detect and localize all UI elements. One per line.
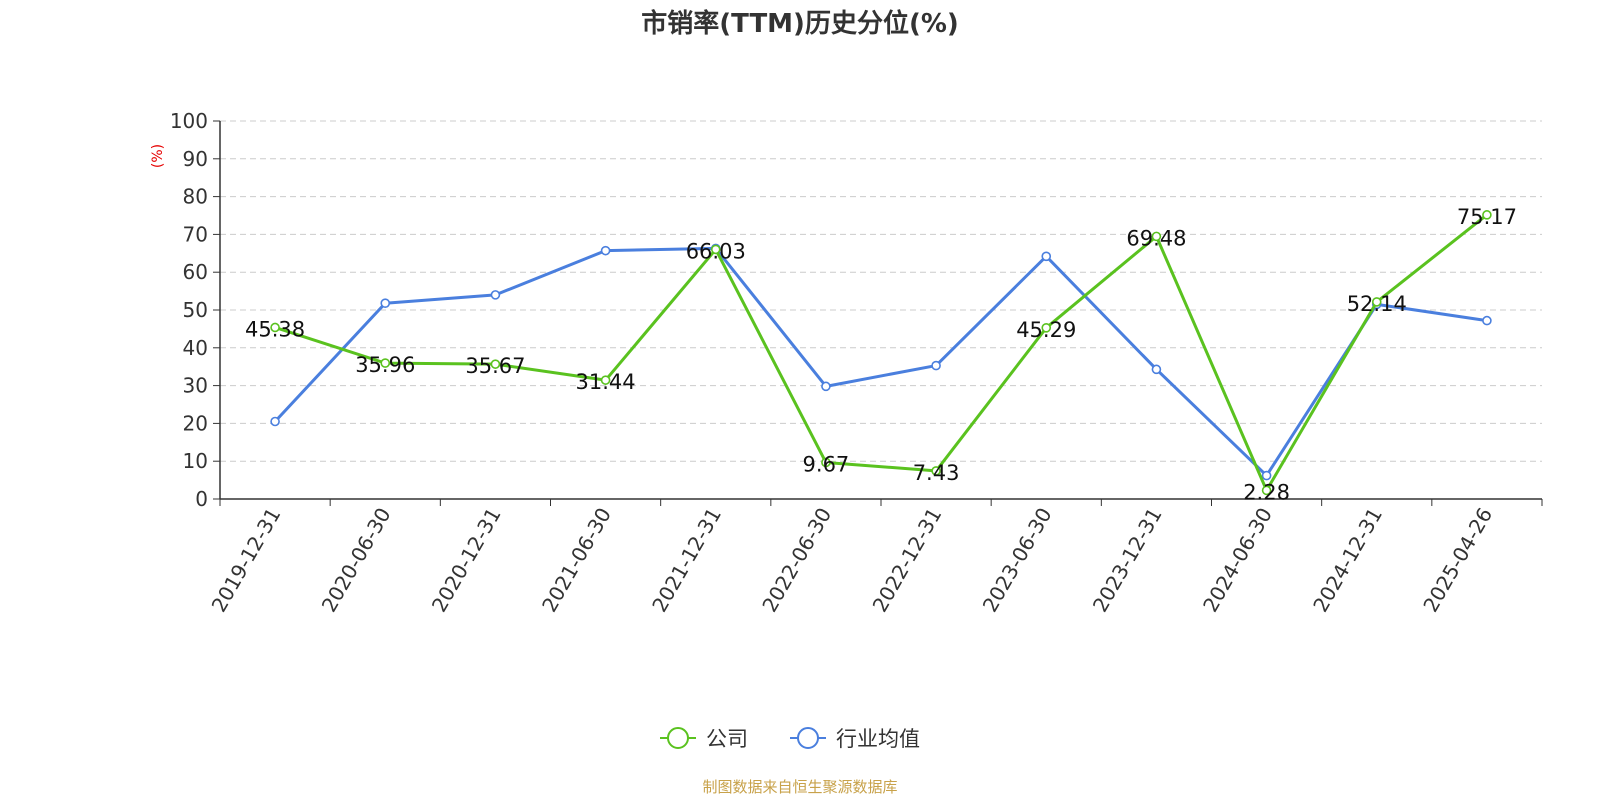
series-group [270,210,1492,496]
data-label: 66.03 [686,239,746,263]
x-tick-label: 2025-04-26 [1418,504,1497,617]
x-tick-label: 2024-12-31 [1308,504,1387,617]
x-tick-label: 2023-12-31 [1088,504,1167,617]
data-point [490,359,501,369]
data-point [821,381,831,392]
y-tick-label: 80 [183,185,208,209]
data-point [380,298,391,308]
x-tick-label: 2024-06-30 [1198,504,1277,617]
y-axis-unit: (%) [150,144,166,168]
data-point [1261,485,1272,496]
legend-label: 公司 [706,727,748,751]
data-point [1261,470,1272,481]
series-line [273,246,1488,478]
y-tick-label: 50 [183,298,208,322]
legend-swatch-marker [667,727,689,749]
x-tick-label: 2020-12-31 [427,503,506,616]
series-line [274,213,1488,492]
data-point [1482,315,1492,326]
x-tick-label: 2023-06-30 [978,504,1057,617]
x-tick-label: 2021-12-31 [647,504,726,617]
data-label: 75.17 [1457,205,1517,229]
data-point [1371,297,1382,307]
y-tick-label: 100 [170,109,208,133]
data-point [710,244,721,255]
y-tick-label: 30 [183,374,208,398]
data-label: 31.44 [576,370,636,394]
y-tick-label: 20 [183,411,208,435]
data-label: 52.14 [1347,292,1407,316]
data-point [1041,251,1052,262]
y-tick-label: 0 [195,487,208,511]
data-point [931,466,941,476]
data-point [600,245,611,256]
data-point [1041,323,1052,333]
y-tick-label: 70 [183,222,208,246]
data-point [821,457,831,468]
data-point [270,322,280,333]
data-label: 35.96 [355,353,415,377]
data-point [380,358,391,368]
data-label: 7.43 [913,461,960,485]
source-note: 制图数据来自恒生聚源数据库 [702,778,897,796]
data-point [931,360,941,371]
y-tick-label: 10 [183,449,208,473]
data-label: 9.67 [803,452,850,476]
data-point [1151,231,1162,242]
data-point [1151,364,1162,375]
data-point [270,416,280,427]
x-tick-labels: 2019-12-31 2020-06-30 2020-12-31 2021-06-30… [207,503,1498,616]
data-label: 69.48 [1126,226,1186,250]
legend: 公司 行业均值 [660,727,920,751]
y-tick-label: 60 [183,260,208,284]
data-labels: 45.38 35.96 35.67 31.44 66.03 9.67 7.43 45.29 69… [245,205,1517,505]
data-label: 35.67 [465,354,525,378]
chart-title: 市销率(TTM)历史分位(%) [641,8,959,39]
x-tick-label: 2022-06-30 [757,504,836,617]
data-label: 2.28 [1243,480,1290,504]
x-tick-label: 2022-12-31 [868,503,947,616]
legend-swatch-marker [797,727,819,749]
data-point [490,290,501,300]
y-tick-labels: 0 10 20 30 40 50 60 70 80 90 100 [170,109,208,511]
data-point [600,375,611,385]
y-tick-label: 90 [183,147,208,171]
data-label: 45.29 [1016,318,1076,342]
data-point [1482,210,1492,220]
x-tick-label: 2019-12-31 [207,504,286,617]
x-tick-label: 2021-06-30 [537,504,616,617]
y-tick-label: 40 [183,336,208,360]
legend-label: 行业均值 [836,727,920,751]
data-label: 45.38 [245,317,305,341]
grid-lines [220,120,1542,462]
x-tick-label: 2020-06-30 [317,504,396,617]
axes [213,120,1543,506]
